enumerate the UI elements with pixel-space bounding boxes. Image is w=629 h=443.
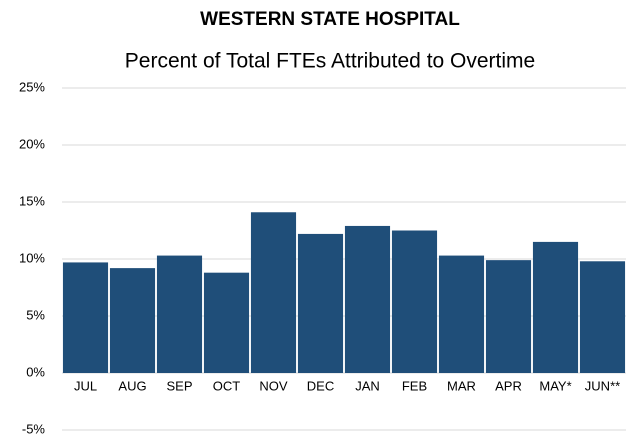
y-tick-label: 20% xyxy=(19,136,45,151)
bar xyxy=(579,261,626,373)
chart-subtitle: Percent of Total FTEs Attributed to Over… xyxy=(125,50,535,73)
bar xyxy=(250,212,297,373)
x-tick-label: JAN xyxy=(355,378,380,393)
y-tick-label: -5% xyxy=(22,421,46,436)
bar xyxy=(156,255,203,373)
y-tick-label: 5% xyxy=(26,307,45,322)
bar xyxy=(109,268,156,373)
bar xyxy=(485,260,532,373)
x-tick-label: AUG xyxy=(118,378,146,393)
bar xyxy=(344,225,391,373)
x-tick-label: JUL xyxy=(74,378,97,393)
y-tick-label: 25% xyxy=(19,79,45,94)
x-tick-label: JUN** xyxy=(585,378,620,393)
x-tick-label: APR xyxy=(495,378,522,393)
x-tick-label: MAY* xyxy=(539,378,571,393)
y-tick-label: 10% xyxy=(19,250,45,265)
x-tick-label: SEP xyxy=(166,378,192,393)
chart-title: WESTERN STATE HOSPITAL xyxy=(200,9,460,30)
x-tick-label: MAR xyxy=(447,378,476,393)
bar xyxy=(62,262,109,373)
x-tick-label: DEC xyxy=(307,378,334,393)
bar xyxy=(532,241,579,373)
x-tick-label: FEB xyxy=(402,378,427,393)
bar xyxy=(391,230,438,373)
x-tick-label: OCT xyxy=(213,378,241,393)
y-tick-label: 0% xyxy=(26,364,45,379)
bar xyxy=(297,233,344,373)
y-tick-label: 15% xyxy=(19,193,45,208)
bar xyxy=(203,272,250,373)
bar xyxy=(438,255,485,373)
x-tick-label: NOV xyxy=(259,378,288,393)
